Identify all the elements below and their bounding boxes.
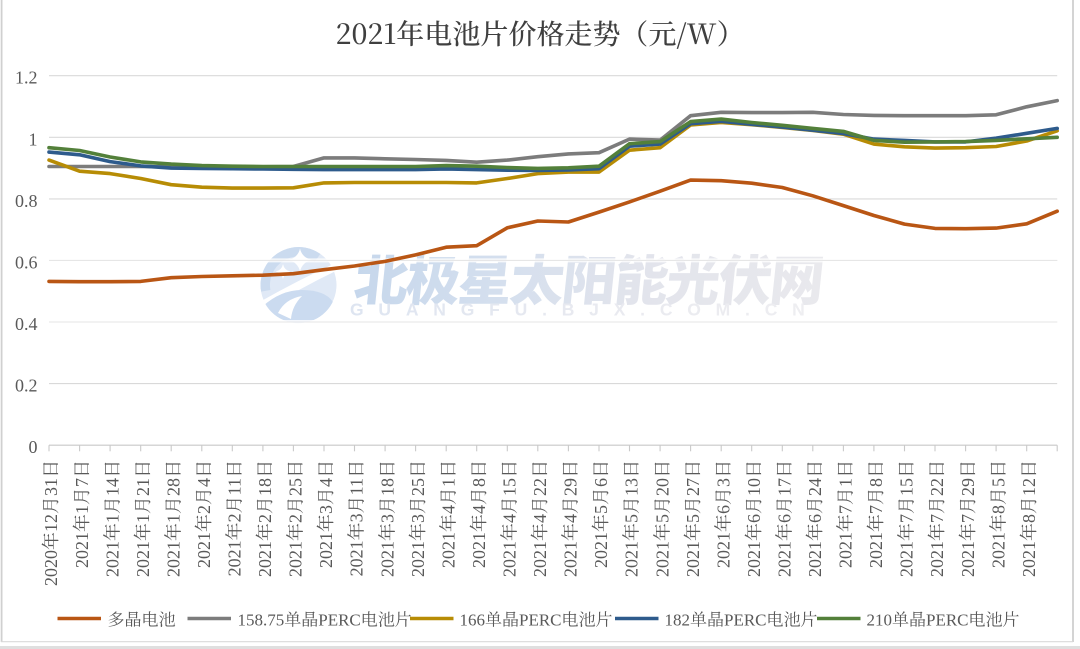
- svg-text:0.6: 0.6: [15, 252, 38, 272]
- svg-text:2021年7月22日: 2021年7月22日: [927, 460, 947, 577]
- svg-text:158.75单晶PERC电池片: 158.75单晶PERC电池片: [238, 611, 412, 630]
- svg-text:2021年5月20日: 2021年5月20日: [652, 460, 672, 577]
- svg-text:2021年8月12日: 2021年8月12日: [1019, 460, 1039, 577]
- svg-text:2021年2月18日: 2021年2月18日: [255, 460, 275, 577]
- svg-text:2021年6月24日: 2021年6月24日: [805, 460, 825, 577]
- svg-text:2021年6月17日: 2021年6月17日: [775, 460, 795, 577]
- svg-text:2021年4月29日: 2021年4月29日: [561, 460, 581, 577]
- svg-text:2021年5月6日: 2021年5月6日: [591, 460, 611, 568]
- svg-text:2021年电池片价格走势（元/W）: 2021年电池片价格走势（元/W）: [336, 13, 745, 53]
- svg-text:210单晶PERC电池片: 210单晶PERC电池片: [867, 611, 1020, 630]
- svg-text:2021年2月11日: 2021年2月11日: [225, 460, 245, 576]
- svg-text:2021年5月27日: 2021年5月27日: [683, 460, 703, 577]
- svg-text:2021年6月3日: 2021年6月3日: [713, 460, 733, 568]
- svg-text:2021年3月4日: 2021年3月4日: [316, 460, 336, 568]
- svg-text:2021年7月15日: 2021年7月15日: [897, 460, 917, 577]
- svg-text:2021年4月1日: 2021年4月1日: [438, 460, 458, 568]
- svg-text:GUANGFU.BJX.COM.CN: GUANGFU.BJX.COM.CN: [350, 300, 820, 320]
- svg-text:2021年4月15日: 2021年4月15日: [500, 460, 520, 577]
- svg-text:2021年1月14日: 2021年1月14日: [102, 460, 122, 577]
- svg-text:166单晶PERC电池片: 166单晶PERC电池片: [460, 611, 613, 630]
- svg-text:1: 1: [29, 129, 38, 149]
- svg-text:2021年6月10日: 2021年6月10日: [744, 460, 764, 577]
- svg-text:2021年4月8日: 2021年4月8日: [469, 460, 489, 568]
- svg-text:2020年12月31日: 2020年12月31日: [41, 460, 61, 586]
- svg-text:2021年7月1日: 2021年7月1日: [836, 460, 856, 568]
- svg-text:182单晶PERC电池片: 182单晶PERC电池片: [665, 611, 818, 630]
- svg-text:2021年3月25日: 2021年3月25日: [408, 460, 428, 577]
- svg-text:2021年4月22日: 2021年4月22日: [530, 460, 550, 577]
- svg-text:0: 0: [29, 437, 38, 457]
- svg-text:2021年8月5日: 2021年8月5日: [988, 460, 1008, 568]
- svg-text:2021年1月28日: 2021年1月28日: [163, 460, 183, 577]
- svg-text:1.2: 1.2: [15, 68, 38, 88]
- svg-text:多晶电池: 多晶电池: [108, 611, 176, 630]
- svg-text:2021年7月29日: 2021年7月29日: [958, 460, 978, 577]
- svg-text:0.8: 0.8: [15, 191, 38, 211]
- svg-text:2021年2月4日: 2021年2月4日: [194, 460, 214, 568]
- svg-text:2021年1月21日: 2021年1月21日: [133, 460, 153, 577]
- svg-text:2021年7月8日: 2021年7月8日: [866, 460, 886, 568]
- svg-text:0.4: 0.4: [15, 314, 38, 334]
- svg-text:2021年3月11日: 2021年3月11日: [347, 460, 367, 576]
- svg-text:2021年2月25日: 2021年2月25日: [286, 460, 306, 577]
- svg-text:2021年3月18日: 2021年3月18日: [377, 460, 397, 577]
- svg-text:0.2: 0.2: [15, 376, 38, 396]
- svg-text:2021年5月13日: 2021年5月13日: [622, 460, 642, 577]
- svg-text:2021年1月7日: 2021年1月7日: [72, 460, 92, 568]
